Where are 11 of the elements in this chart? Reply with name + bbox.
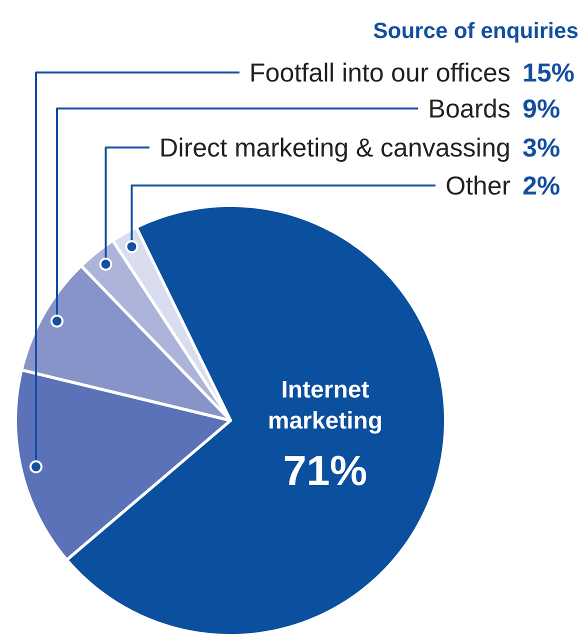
- slice-label: Direct marketing & canvassing: [159, 132, 510, 162]
- data-label: 15%: [522, 58, 575, 88]
- slice-label: Internet marketing: [268, 376, 383, 434]
- data-label: 3%: [522, 132, 560, 162]
- chart-title: Source of enquiries: [373, 18, 579, 43]
- slice-label: Footfall into our offices: [249, 58, 511, 88]
- slice-label: Boards: [428, 94, 511, 124]
- data-label: 2%: [522, 170, 560, 200]
- data-label: 71%: [283, 446, 368, 494]
- slice-label: Other: [445, 170, 511, 200]
- data-label: 9%: [522, 94, 560, 124]
